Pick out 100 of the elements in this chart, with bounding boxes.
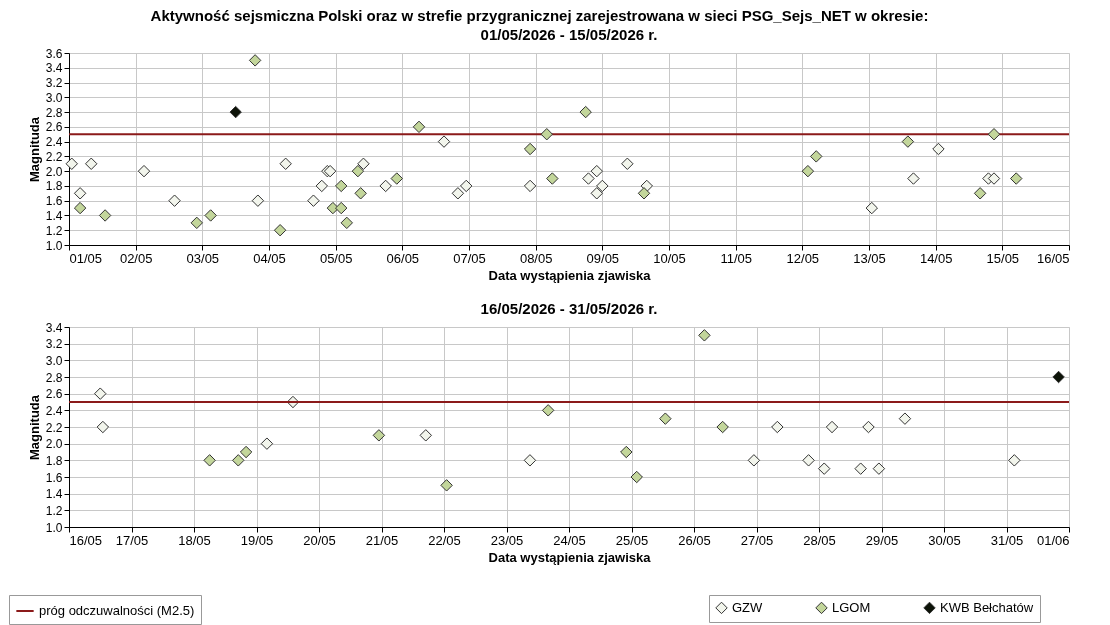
point [621,157,634,170]
point [540,128,553,141]
point [907,172,920,185]
x-tick-label: 02/05 [119,250,153,266]
point [98,209,112,222]
point [85,157,98,170]
y-tick-label: 1.8 [45,179,63,194]
x-tick-label: 04/05 [253,250,286,266]
x-tick-label: 31/05 [990,532,1024,548]
y-tick-label: 1.8 [45,453,63,468]
x-tick-label: 27/05 [740,532,774,548]
point [973,187,987,200]
point [229,105,242,119]
point [239,445,253,459]
x-tick-label: 22/05 [428,532,461,548]
x-tick-label: 06/05 [386,250,420,266]
x-tick-label: 01/05 [69,250,103,266]
point [204,209,217,222]
y-tick-label: 1.2 [45,223,63,238]
y-tick-label: 3.0 [45,353,63,368]
point [412,120,426,134]
point [523,179,537,193]
point [579,105,592,119]
legend-label: LGOM [832,599,871,615]
point [273,224,287,237]
y-tick-label: 2.6 [45,387,63,402]
y-tick-label: 2.6 [45,120,63,135]
x-tick-label: 19/05 [240,532,274,548]
point [94,387,107,400]
point [335,201,348,215]
point [1010,172,1023,185]
x-tick-label: 03/05 [186,250,220,266]
x-tick-label: 16/05 [69,532,103,548]
y-tick-label: 1.4 [45,487,63,502]
x-axis-title: Data wystąpienia zjawiska [488,549,652,565]
point [582,172,595,185]
x-tick-label: 26/05 [678,532,711,548]
point [698,329,711,342]
point [932,142,945,156]
chart-title: 16/05/2026 - 31/05/2026 r. [480,300,658,317]
point [620,445,633,459]
point [523,454,537,467]
point [771,420,784,434]
point [357,157,370,170]
point [232,454,245,467]
y-tick-label: 2.0 [45,437,63,452]
legend-label: KWB Bełchatów [940,599,1034,615]
x-tick-label: 24/05 [553,532,586,548]
x-tick-label: 21/05 [365,532,399,548]
y-tick-label: 3.4 [45,320,63,335]
y-axis-title: Magnituda [26,116,42,182]
point [351,164,365,178]
point [987,128,1001,141]
point [801,164,815,178]
legend-label: próg odczuwalności (M2.5) [39,603,195,618]
point [96,420,110,434]
point [1008,454,1021,467]
chart-title: Aktywność sejsmiczna Polski oraz w strefie przygranicznej zarejestrowana w sieci PSG_Sejs_NET w okresie: [150,6,929,24]
x-tick-label: 10/05 [653,250,686,266]
x-tick-label: 14/05 [919,250,953,266]
x-tick-label: 01/06 [1036,532,1070,548]
y-tick-label: 3.2 [45,337,63,352]
point [279,157,292,170]
x-tick-label: 18/05 [178,532,211,548]
y-tick-label: 1.0 [45,520,63,535]
chart-subtitle: 01/05/2026 - 15/05/2026 r. [480,26,658,43]
legend-label: GZW [732,599,764,615]
y-tick-label: 1.6 [45,470,63,485]
y-tick-label: 1.4 [45,208,63,223]
x-tick-label: 23/05 [490,532,524,548]
y-axis-title: Magnituda [26,394,42,460]
point [1052,370,1065,384]
x-tick-label: 28/05 [803,532,836,548]
point [260,437,274,450]
point [419,429,432,442]
y-tick-label: 3.4 [45,61,63,76]
x-tick-label: 20/05 [303,532,336,548]
point [747,454,761,467]
point [73,187,87,200]
y-tick-label: 3.6 [45,46,63,61]
point [354,187,367,200]
y-tick-label: 1.2 [45,503,63,518]
point [65,157,78,170]
point [390,172,403,185]
x-tick-label: 12/05 [786,250,820,266]
x-tick-label: 16/05 [1036,250,1070,266]
x-tick-label: 25/05 [615,532,649,548]
x-tick-label: 29/05 [865,532,899,548]
y-tick-label: 2.2 [45,420,63,435]
y-tick-label: 2.4 [45,403,63,418]
point [898,412,912,425]
y-tick-label: 3.2 [45,76,63,91]
point [541,404,555,417]
point [190,216,203,230]
point [862,420,875,434]
x-axis-title: Data wystąpienia zjawiska [488,267,652,283]
point [546,172,559,185]
y-tick-label: 1.0 [45,238,63,253]
point [987,172,1001,185]
point [340,216,353,230]
